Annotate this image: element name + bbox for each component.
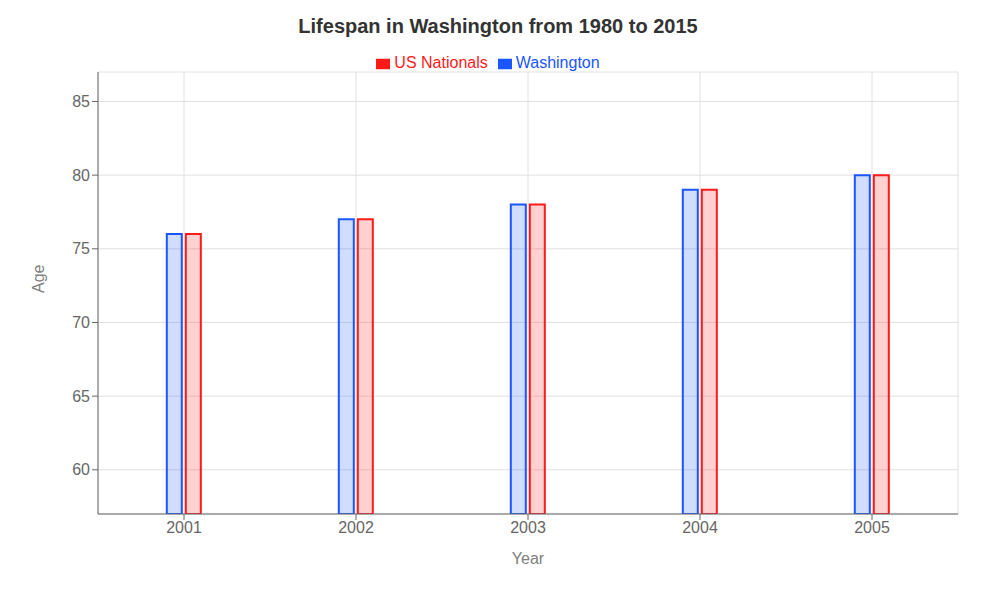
svg-text:Year: Year: [512, 550, 545, 567]
svg-text:2002: 2002: [338, 519, 374, 536]
svg-text:2003: 2003: [510, 519, 546, 536]
html-text:Lifespan in Washington from 19: Lifespan in Washington from 1980 to 2015: [298, 15, 698, 37]
svg-text:2001: 2001: [166, 519, 202, 536]
html-text:US Nationals: US Nationals: [394, 54, 488, 71]
svg-text:2004: 2004: [682, 519, 718, 536]
svg-text:2005: 2005: [854, 519, 890, 536]
svg-text:80: 80: [72, 167, 90, 184]
svg-text:70: 70: [72, 314, 90, 331]
svg-text:85: 85: [72, 93, 90, 110]
svg-text:60: 60: [72, 461, 90, 478]
svg-text:75: 75: [72, 240, 90, 257]
html-text:Washington: Washington: [515, 54, 600, 71]
svg-text:65: 65: [72, 388, 90, 405]
svg-text:Age: Age: [30, 264, 47, 293]
